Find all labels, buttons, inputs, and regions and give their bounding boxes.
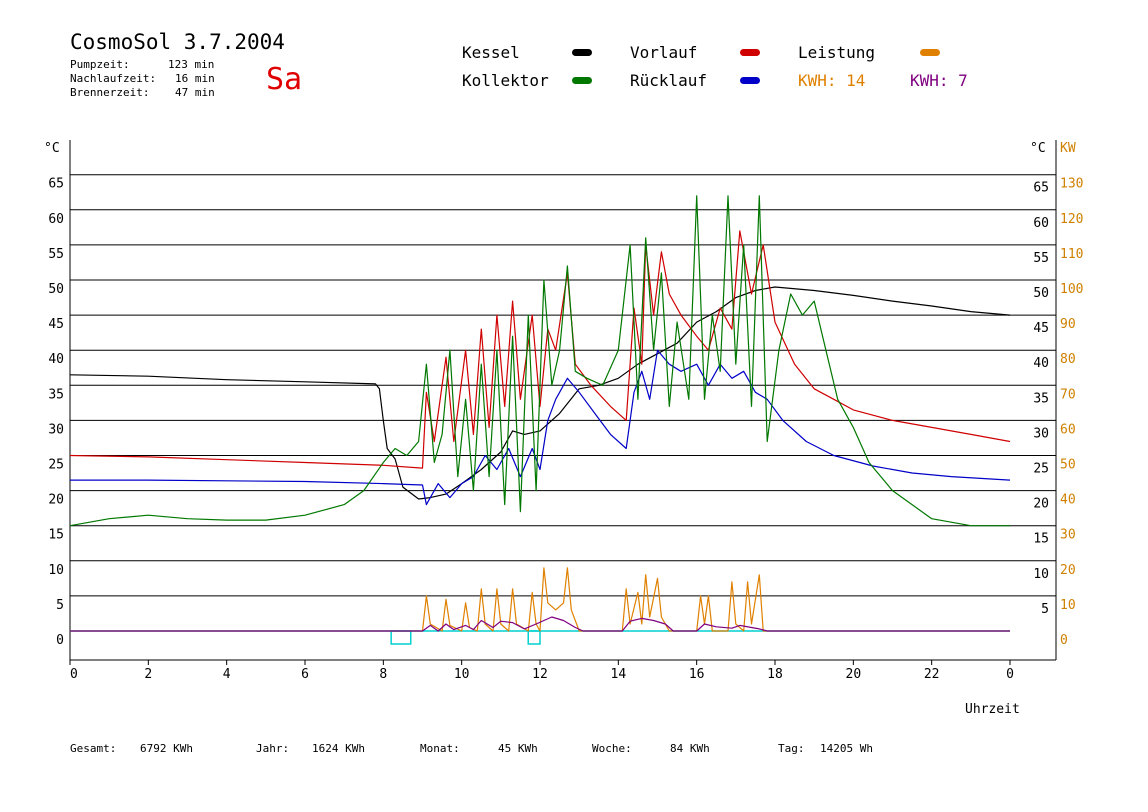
x-tick-label-3: 6 — [301, 667, 309, 682]
footer-tag-value: 14205 Wh — [820, 742, 873, 755]
kw-tick-60: 60 — [1060, 422, 1076, 437]
footer-jahr-value: 1624 KWh — [312, 742, 365, 755]
series-line-kessel — [69, 286, 1011, 500]
series-line-leistung — [70, 567, 1010, 632]
series-line-kollektor — [69, 195, 1010, 527]
page-title: CosmoSol 3.7.2004 — [70, 30, 285, 54]
legend-vorlauf-label: Vorlauf — [630, 43, 698, 62]
kw-tick-90: 90 — [1060, 317, 1076, 332]
x-tick-label-12: 0 — [1006, 667, 1014, 682]
x-tick-label-5: 10 — [454, 667, 470, 682]
y-left-unit: °C — [44, 141, 60, 156]
kw-tick-50: 50 — [1060, 458, 1076, 473]
kw-tick-10: 10 — [1060, 598, 1076, 613]
legend-kollektor-label: Kollektor — [462, 71, 549, 90]
stat-pumpzeit-label: Pumpzeit: — [70, 58, 130, 71]
pump-block-1 — [527, 630, 541, 645]
kw-tick-70: 70 — [1060, 387, 1076, 402]
kw-tick-20: 20 — [1060, 563, 1076, 578]
footer-jahr-label: Jahr: — [256, 742, 290, 755]
x-tick-label-8: 16 — [689, 667, 705, 682]
y-right-unit: °C — [1030, 141, 1046, 156]
footer-gesamt-value: 6792 KWh — [140, 742, 193, 755]
stat-nachlaufzeit-label: Nachlaufzeit: — [70, 72, 157, 85]
kw-tick-120: 120 — [1060, 212, 1083, 227]
y-right-tick-20: 20 — [1033, 497, 1049, 512]
kw-tick-80: 80 — [1060, 352, 1076, 367]
kw-tick-100: 100 — [1060, 282, 1083, 297]
y-right-tick-65: 65 — [1033, 181, 1049, 196]
y-left-tick-5: 5 — [56, 598, 64, 613]
y-left-tick-25: 25 — [48, 458, 64, 473]
y-left-tick-35: 35 — [48, 387, 64, 402]
x-tick-label-11: 22 — [924, 667, 940, 682]
stat-brennerzeit-label: Brennerzeit: — [70, 86, 150, 99]
y-left-tick-20: 20 — [48, 493, 64, 508]
y-left-tick-55: 55 — [48, 247, 64, 262]
y-right-tick-15: 15 — [1033, 532, 1049, 547]
y-right-tick-40: 40 — [1033, 356, 1049, 371]
footer-tag-label: Tag: — [778, 742, 805, 755]
pump-block-0 — [390, 630, 412, 645]
footer-gesamt-label: Gesamt: — [70, 742, 117, 755]
weekday-label: Sa — [266, 62, 303, 97]
y-left-tick-50: 50 — [48, 282, 64, 297]
y-right-tick-50: 50 — [1033, 286, 1049, 301]
x-tick-label-2: 4 — [223, 667, 231, 682]
y-right-tick-60: 60 — [1033, 216, 1049, 231]
series-line-vorlauf — [69, 230, 1011, 469]
y-right-tick-35: 35 — [1033, 391, 1049, 406]
kw-tick-30: 30 — [1060, 528, 1076, 543]
footer-woche-value: 84 KWh — [670, 742, 710, 755]
legend-leistung-swatch — [920, 49, 940, 56]
kw-tick-130: 130 — [1060, 177, 1083, 192]
legend-vorlauf-swatch — [740, 49, 760, 56]
x-tick-label-7: 14 — [611, 667, 627, 682]
y-right-tick-5: 5 — [1041, 602, 1049, 617]
stat-pumpzeit-value: 123 min — [168, 58, 215, 71]
x-tick-label-1: 2 — [144, 667, 152, 682]
kw-tick-0: 0 — [1060, 633, 1068, 648]
legend-kessel-swatch — [572, 49, 592, 56]
y-left-tick-10: 10 — [48, 563, 64, 578]
y-right-tick-45: 45 — [1033, 321, 1049, 336]
x-tick-label-10: 20 — [846, 667, 862, 682]
y-left-tick-30: 30 — [48, 422, 64, 437]
kw-tick-40: 40 — [1060, 493, 1076, 508]
y-left-tick-15: 15 — [48, 528, 64, 543]
x-tick-label-6: 12 — [532, 667, 548, 682]
y-kw-unit: KW — [1060, 141, 1076, 156]
footer-woche-label: Woche: — [592, 742, 632, 755]
y-left-tick-40: 40 — [48, 352, 64, 367]
x-tick-label-9: 18 — [767, 667, 783, 682]
legend-ruecklauf-swatch — [740, 77, 760, 84]
y-left-tick-0: 0 — [56, 633, 64, 648]
footer-monat-value: 45 KWh — [498, 742, 538, 755]
legend-leistung-label: Leistung — [798, 43, 876, 62]
stat-nachlaufzeit-value: 16 min — [175, 72, 215, 85]
y-right-tick-30: 30 — [1033, 426, 1049, 441]
footer-monat-label: Monat: — [420, 742, 460, 755]
y-right-tick-25: 25 — [1033, 462, 1049, 477]
stat-brennerzeit-value: 47 min — [175, 86, 215, 99]
y-left-tick-60: 60 — [48, 212, 64, 227]
legend-kollektor-swatch — [572, 77, 592, 84]
y-left-tick-45: 45 — [48, 317, 64, 332]
y-left-tick-65: 65 — [48, 177, 64, 192]
x-axis-title: Uhrzeit — [965, 702, 1020, 717]
legend-kwh1: KWH: 14 — [798, 71, 866, 90]
x-tick-label-4: 8 — [379, 667, 387, 682]
legend-kessel-label: Kessel — [462, 43, 520, 62]
y-right-tick-10: 10 — [1033, 567, 1049, 582]
kw-tick-110: 110 — [1060, 247, 1083, 262]
legend-kwh2: KWH: 7 — [910, 71, 968, 90]
y-right-tick-55: 55 — [1033, 251, 1049, 266]
series-line-kwh-7 — [70, 616, 1010, 632]
x-tick-label-0: 0 — [70, 667, 78, 682]
legend-ruecklauf-label: Rücklauf — [630, 71, 708, 90]
